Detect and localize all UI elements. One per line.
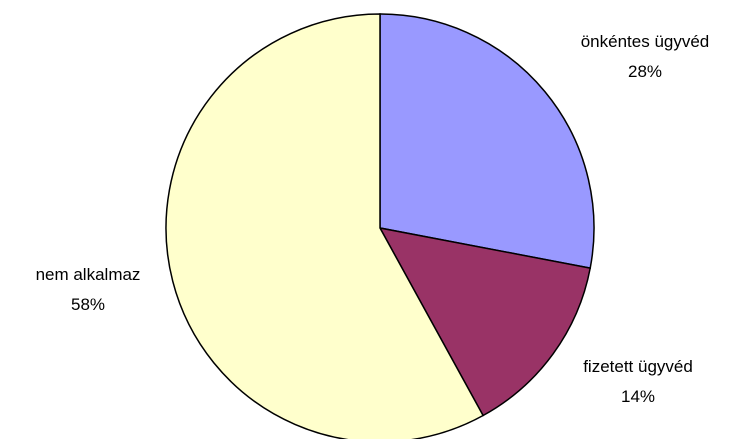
slice-label-2: fizetett ügyvéd xyxy=(583,357,693,376)
pie-slice-1 xyxy=(379,13,595,269)
slice-value-3: 58% xyxy=(71,295,105,314)
slice-value-2: 14% xyxy=(621,387,655,406)
pie-slice-2 xyxy=(378,226,592,417)
pie-slices xyxy=(165,13,595,439)
pie-labels: önkéntes ügyvéd 28% fizetett ügyvéd 14% nem … xyxy=(36,32,710,406)
slice-label-1: önkéntes ügyvéd xyxy=(581,32,710,51)
slice-value-1: 28% xyxy=(628,62,662,81)
slice-label-3: nem alkalmaz xyxy=(36,265,141,284)
pie-slice-3 xyxy=(165,13,485,439)
